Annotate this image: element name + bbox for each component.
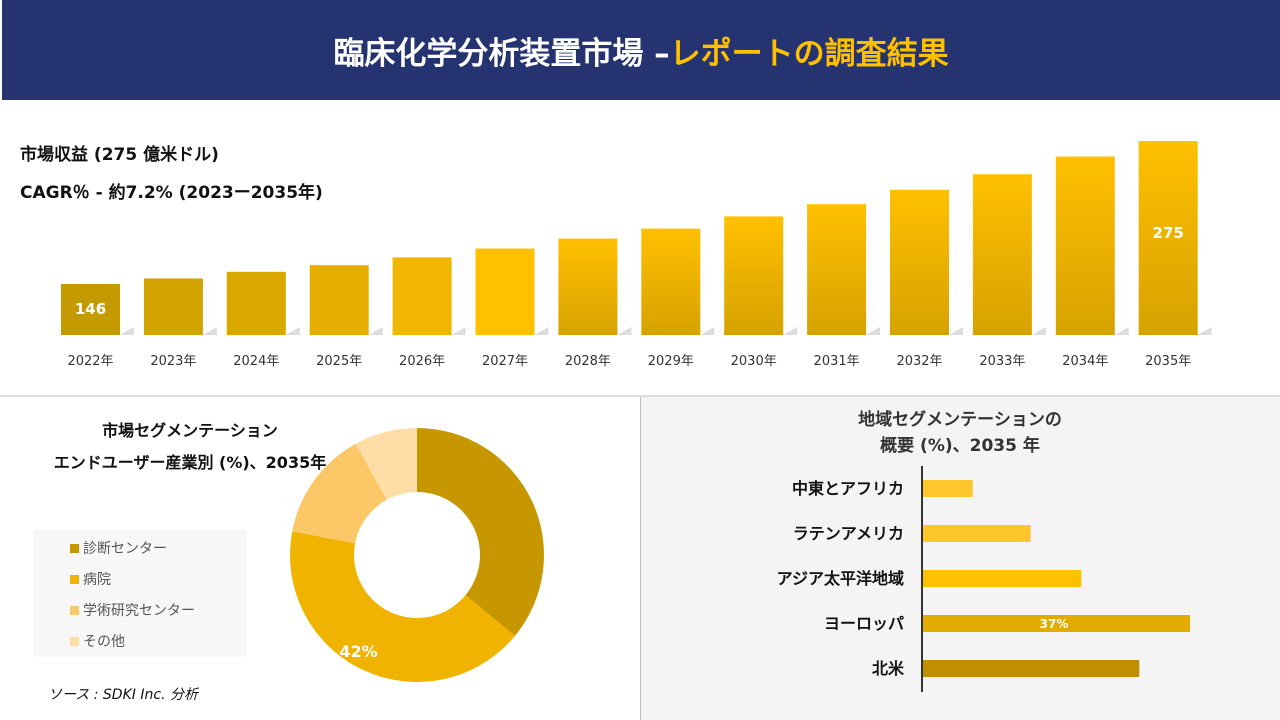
- x-tick-label: 2028年: [565, 354, 611, 369]
- x-tick-label: 2033年: [979, 354, 1025, 369]
- revenue-bar-chart: 2022年 146 2023年 2024年 2025年 2026年 2027年 2028年 20…: [61, 140, 1212, 369]
- bar-shadow: [285, 327, 300, 335]
- region-bar-アジア太平洋地域: [922, 570, 1082, 587]
- bar-2033年: [972, 174, 1032, 335]
- bar-2022年: [61, 284, 120, 335]
- x-tick-label: 2025年: [316, 354, 362, 369]
- region-label: ヨーロッパ: [824, 614, 904, 633]
- bar-2030年: [724, 216, 784, 335]
- donut-data-label: 42%: [339, 642, 377, 661]
- bar-2023年: [143, 278, 203, 335]
- bar-shadow: [783, 327, 798, 335]
- title-main: 臨床化学分析装置市場 –: [333, 35, 670, 72]
- x-tick-label: 2031年: [814, 354, 860, 369]
- divider: [0, 395, 1280, 397]
- donut-slice-診断センター: [417, 428, 544, 636]
- bar-2032年: [890, 189, 949, 335]
- region-title-2: 概要 (%)、2035 年: [880, 436, 1040, 456]
- x-tick-label: 2035年: [1145, 354, 1191, 369]
- x-tick-label: 2034年: [1062, 354, 1108, 369]
- legend-item: 病院: [70, 569, 111, 589]
- legend-swatch: [70, 574, 79, 584]
- bar-2029年: [641, 228, 701, 335]
- page-header: 臨床化学分析装置市場 – レポートの調査結果: [2, 0, 1280, 100]
- title-accent: レポートの調査結果: [669, 35, 949, 72]
- bar-shadow: [949, 327, 963, 335]
- region-bar-中東とアフリカ: [922, 480, 973, 497]
- bar-2031年: [807, 204, 867, 335]
- legend-item: その他: [70, 631, 125, 651]
- enduser-donut-chart: 42%: [290, 428, 544, 682]
- x-tick-label: 2032年: [896, 354, 942, 369]
- x-tick-label: 2027年: [482, 354, 528, 369]
- segment-title-1: 市場セグメンテーション: [102, 421, 278, 440]
- legend-label: 病院: [83, 572, 111, 588]
- donut-slice-学術研究センター: [292, 443, 387, 544]
- legend-label: その他: [83, 634, 125, 650]
- source-note: ソース : SDKI Inc. 分析: [48, 687, 198, 703]
- bar-shadow: [617, 327, 632, 335]
- bar-shadow: [368, 327, 383, 335]
- region-bar-ヨーロッパ: [922, 615, 1190, 632]
- bar-2027年: [475, 248, 535, 335]
- bar-2028年: [558, 238, 618, 335]
- bar-shadow: [451, 327, 466, 335]
- donut-slice-その他: [355, 428, 417, 500]
- region-data-label: 37%: [1040, 617, 1069, 631]
- bar-shadow: [1031, 327, 1046, 335]
- bar-2035年: [1138, 140, 1198, 335]
- bar-2024年: [226, 271, 286, 335]
- region-bar-北米: [922, 660, 1140, 677]
- bar-2025年: [309, 265, 369, 335]
- bar-shadow: [202, 327, 217, 335]
- bar-shadow: [700, 327, 715, 335]
- bar-data-label: 275: [1153, 224, 1184, 242]
- legend-label: 学術研究センター: [83, 603, 195, 619]
- region-title-1: 地域セグメンテーションの: [858, 410, 1062, 430]
- legend-swatch: [70, 543, 79, 553]
- bar-shadow: [1114, 327, 1129, 335]
- x-tick-label: 2022年: [67, 354, 113, 369]
- x-tick-label: 2024年: [233, 354, 279, 369]
- market-revenue: 市場収益 (275 億米ドル): [20, 145, 219, 165]
- region-label: アジア太平洋地域: [777, 569, 904, 588]
- bar-shadow: [1197, 327, 1212, 335]
- region-label: 中東とアフリカ: [792, 479, 904, 498]
- donut-legend: 診断センター 病院学術研究センター その他: [33, 530, 247, 657]
- bar-2026年: [392, 257, 452, 335]
- bar-data-label: 146: [75, 300, 106, 318]
- bar-2034年: [1055, 156, 1115, 335]
- legend-label: 診断センター: [83, 541, 167, 557]
- x-tick-label: 2029年: [648, 354, 694, 369]
- legend-swatch: [70, 636, 79, 646]
- bar-shadow: [120, 327, 134, 335]
- region-label: ラテンアメリカ: [793, 524, 904, 543]
- x-tick-label: 2023年: [150, 354, 196, 369]
- legend-item: 学術研究センター: [70, 600, 195, 620]
- legend-swatch: [70, 605, 79, 615]
- x-tick-label: 2026年: [399, 354, 445, 369]
- region-bar-ラテンアメリカ: [922, 525, 1031, 542]
- segment-title-2: エンドユーザー産業別 (%)、2035年: [53, 453, 327, 472]
- cagr-text: CAGR％ - 約7.2% (2023ー2035年): [20, 183, 323, 203]
- region-label: 北米: [872, 659, 905, 678]
- bar-shadow: [534, 327, 549, 335]
- legend-item: 診断センター: [70, 538, 167, 558]
- bar-shadow: [866, 327, 881, 335]
- donut-slice-病院: [290, 531, 515, 682]
- x-tick-label: 2030年: [731, 354, 777, 369]
